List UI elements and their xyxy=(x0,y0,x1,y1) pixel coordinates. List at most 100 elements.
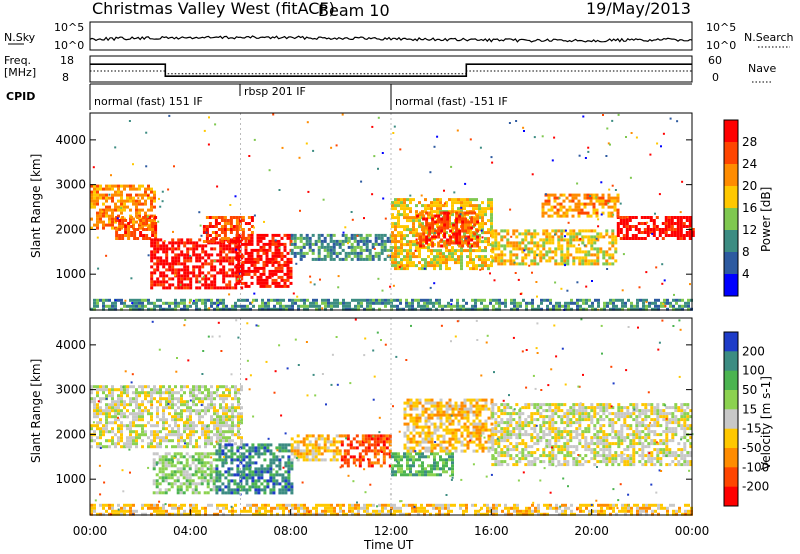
heatmap-cell xyxy=(216,241,220,245)
heatmap-cell xyxy=(201,415,204,419)
heatmap-cell xyxy=(133,231,137,234)
heatmap-cell xyxy=(418,425,422,429)
heatmap-cell xyxy=(280,257,284,261)
heatmap-cell xyxy=(150,280,154,284)
heatmap-cell xyxy=(311,458,315,462)
heatmap-speck xyxy=(387,254,390,257)
heatmap-cell xyxy=(542,238,546,242)
heatmap-cell xyxy=(240,439,243,443)
heatmap-cell xyxy=(233,458,237,462)
heatmap-cell xyxy=(409,470,412,474)
heatmap-cell xyxy=(111,223,114,227)
heatmap-cell xyxy=(587,250,591,254)
heatmap-cell xyxy=(271,257,275,261)
heatmap-cell xyxy=(399,307,402,311)
heatmap-cell xyxy=(509,250,513,254)
heatmap-cell xyxy=(198,418,201,422)
heatmap-cell xyxy=(426,307,429,311)
heatmap-speck xyxy=(617,113,620,116)
heatmap-cell xyxy=(180,403,183,407)
heatmap-cell xyxy=(114,400,117,404)
heatmap-cell xyxy=(547,196,551,200)
heatmap-cell xyxy=(235,251,239,255)
heatmap-cell xyxy=(213,409,216,413)
heatmap-cell xyxy=(574,208,578,212)
heatmap-cell xyxy=(383,233,387,237)
heatmap-cell xyxy=(415,452,418,456)
heatmap-cell xyxy=(118,225,122,228)
heatmap-cell xyxy=(608,235,612,239)
heatmap-cell xyxy=(439,264,442,268)
heatmap-cell xyxy=(596,253,600,257)
heatmap-cell xyxy=(420,304,423,308)
heatmap-cell xyxy=(176,470,180,474)
heatmap-cell xyxy=(161,470,165,474)
heatmap-cell xyxy=(414,298,417,302)
heatmap-cell xyxy=(99,211,102,215)
heatmap-cell xyxy=(238,278,242,282)
heatmap-cell xyxy=(210,397,213,401)
freq-label: Freq. xyxy=(4,54,31,67)
heatmap-cell xyxy=(464,226,468,230)
heatmap-speck xyxy=(689,283,691,286)
heatmap-cell xyxy=(425,226,429,230)
freq-strip: Freq. [MHz] 18 8 60 0 Nave xyxy=(4,54,776,84)
heatmap-cell xyxy=(237,433,240,437)
heatmap-cell xyxy=(500,262,504,266)
heatmap-cell xyxy=(530,232,534,236)
heatmap-cell xyxy=(195,247,199,251)
heatmap-cell xyxy=(446,226,450,230)
heatmap-cell xyxy=(192,397,195,401)
heatmap-cell xyxy=(222,250,226,254)
heatmap-cell xyxy=(162,280,166,284)
heatmap-cell xyxy=(439,473,442,477)
heatmap-cell xyxy=(170,482,174,486)
heatmap-cell xyxy=(201,265,205,269)
heatmap-cell xyxy=(257,449,261,453)
heatmap-cell xyxy=(458,238,462,242)
heatmap-cell xyxy=(605,259,609,263)
heatmap-cell xyxy=(521,250,525,254)
heatmap-cell xyxy=(117,400,120,404)
heatmap-cell xyxy=(262,284,266,288)
heatmap-cell xyxy=(531,307,534,311)
heatmap-cell xyxy=(561,304,564,308)
heatmap-cell xyxy=(144,193,147,197)
heatmap-cell xyxy=(241,234,245,237)
heatmap-cell xyxy=(167,458,171,462)
heatmap-cell xyxy=(599,250,603,254)
heatmap-cell xyxy=(590,262,594,266)
heatmap-cell xyxy=(430,261,433,265)
heatmap-cell xyxy=(598,196,602,200)
heatmap-cell xyxy=(367,461,371,465)
heatmap-cell xyxy=(465,307,468,311)
heatmap-cell xyxy=(284,491,288,495)
freq-series-line xyxy=(90,63,692,77)
heatmap-cell xyxy=(168,433,171,437)
heatmap-cell xyxy=(268,242,272,246)
heatmap-cell xyxy=(259,278,263,282)
heatmap-cell xyxy=(441,307,444,311)
heatmap-cell xyxy=(367,440,371,444)
heatmap-cell xyxy=(332,257,336,261)
heatmap-cell xyxy=(231,421,234,425)
heatmap-cell xyxy=(578,247,582,251)
heatmap-cell xyxy=(174,304,177,308)
heatmap-cell xyxy=(256,251,260,255)
heatmap-cell xyxy=(223,219,227,222)
heatmap-cell xyxy=(218,476,222,480)
heatmap-cell xyxy=(546,298,549,302)
heatmap-cell xyxy=(427,449,431,453)
heatmap-cell xyxy=(369,301,372,305)
heatmap-cell xyxy=(364,440,368,444)
heatmap-cell xyxy=(210,265,214,269)
heatmap-cell xyxy=(235,219,239,222)
heatmap-cell xyxy=(283,272,287,276)
heatmap-cell xyxy=(299,239,303,243)
heatmap-cell xyxy=(135,391,138,395)
heatmap-cell xyxy=(619,237,623,240)
heatmap-cell xyxy=(162,421,165,425)
heatmap-cell xyxy=(231,397,234,401)
heatmap-cell xyxy=(287,449,291,453)
heatmap-cell xyxy=(272,485,276,489)
